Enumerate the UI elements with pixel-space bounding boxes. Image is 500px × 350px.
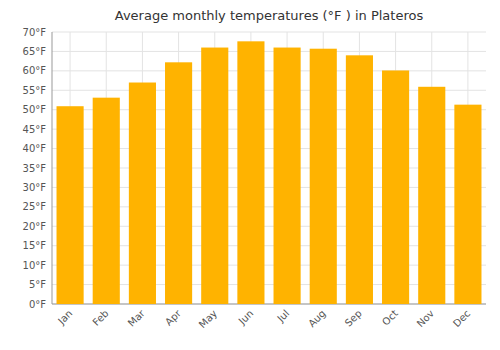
chart-container: 0°F 5°F 10°F 15°F 20°F 25°F 30°F 35°F 40°F 45°F 50…: [0, 0, 500, 350]
y-tick-label: 50°F: [23, 104, 47, 115]
y-tick-label: 45°F: [23, 124, 47, 135]
x-tick-label: Oct: [380, 308, 400, 328]
x-tick-label: Feb: [90, 308, 110, 328]
y-grid-line: [52, 51, 486, 52]
bar: [382, 70, 409, 304]
bar: [93, 98, 120, 304]
bar: [454, 105, 481, 304]
bar: [418, 87, 445, 304]
axes: 0°F 5°F 10°F 15°F 20°F 25°F 30°F 35°F 40°F 45°F 50…: [23, 27, 486, 331]
y-axis-line: [52, 32, 53, 304]
x-tick-label: Dec: [451, 308, 472, 329]
bar: [201, 48, 228, 304]
chart-title: Average monthly temperatures (°F ) in Pl…: [115, 8, 424, 23]
y-tick-label: 55°F: [23, 85, 47, 96]
x-tick-label: Apr: [163, 307, 184, 328]
x-tick-label: May: [197, 308, 219, 330]
bar: [237, 41, 264, 304]
y-grid-line: [52, 32, 486, 33]
y-tick-label: 20°F: [23, 221, 47, 232]
y-tick-label: 60°F: [23, 65, 47, 76]
x-tick-label: Nov: [415, 308, 437, 330]
y-tick-label: 0°F: [29, 299, 46, 310]
y-tick-label: 65°F: [23, 46, 47, 57]
bar: [165, 62, 192, 304]
x-tick-label: Mar: [126, 307, 148, 329]
x-tick-label: Sep: [343, 308, 364, 329]
bar: [346, 55, 373, 304]
y-tick-label: 70°F: [23, 27, 47, 38]
x-tick-label: Jun: [236, 308, 256, 328]
x-tick-label: Aug: [306, 308, 328, 330]
x-tick-label: Jul: [274, 308, 291, 325]
bars: [57, 41, 482, 304]
y-tick-label: 30°F: [23, 182, 47, 193]
y-tick-label: 35°F: [23, 163, 47, 174]
y-tick-label: 15°F: [23, 240, 47, 251]
y-tick-label: 25°F: [23, 201, 47, 212]
y-tick-label: 10°F: [23, 260, 47, 271]
y-tick-label: 40°F: [23, 143, 47, 154]
y-tick-label: 5°F: [29, 279, 46, 290]
y-grid-line: [52, 70, 486, 71]
x-tick-label: Jan: [55, 308, 74, 327]
grid: [52, 32, 486, 304]
bar: [310, 49, 337, 304]
bar: [129, 83, 156, 304]
chart: 0°F 5°F 10°F 15°F 20°F 25°F 30°F 35°F 40°F 45°F 50…: [0, 0, 500, 350]
bar: [57, 106, 84, 304]
bar: [274, 48, 301, 304]
